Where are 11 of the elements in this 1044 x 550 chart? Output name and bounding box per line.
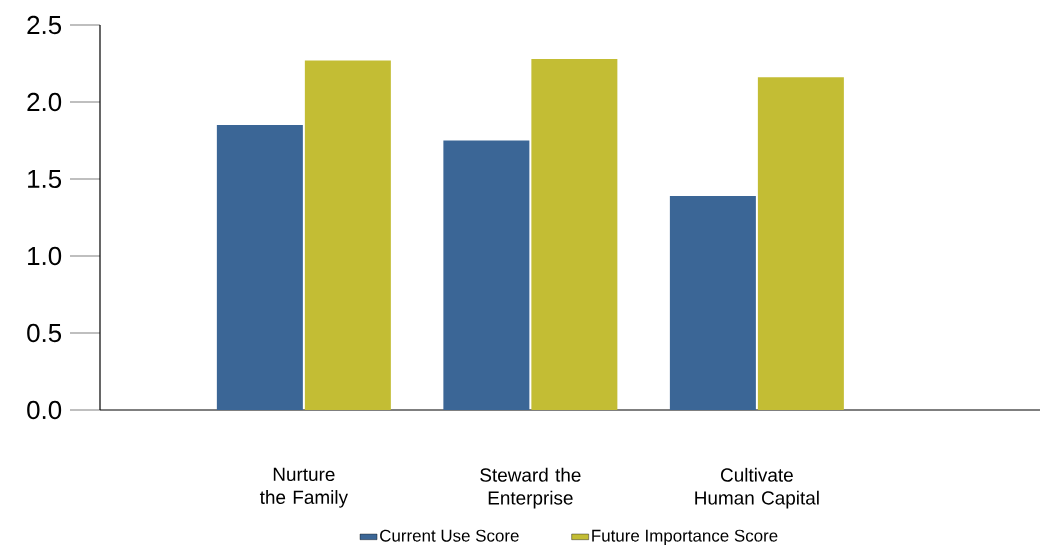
y-tick-label: 2.0: [27, 92, 62, 112]
x-tick-label: Nurture the Family: [259, 467, 348, 508]
legend-label: Future Importance Score: [592, 529, 778, 546]
y-tick-label: 1.0: [28, 246, 62, 266]
y-tick-label: 2.5: [27, 15, 62, 35]
y-tick-label: 0.5: [27, 323, 62, 343]
legend-label: Current Use Score: [380, 529, 519, 542]
x-tick-label: Cultivate Human Capital: [695, 467, 819, 509]
y-tick-label: 1.5: [28, 169, 62, 189]
x-tick-label: Steward the Enterprise: [480, 467, 581, 509]
y-tick-label: 0.0: [27, 400, 62, 420]
